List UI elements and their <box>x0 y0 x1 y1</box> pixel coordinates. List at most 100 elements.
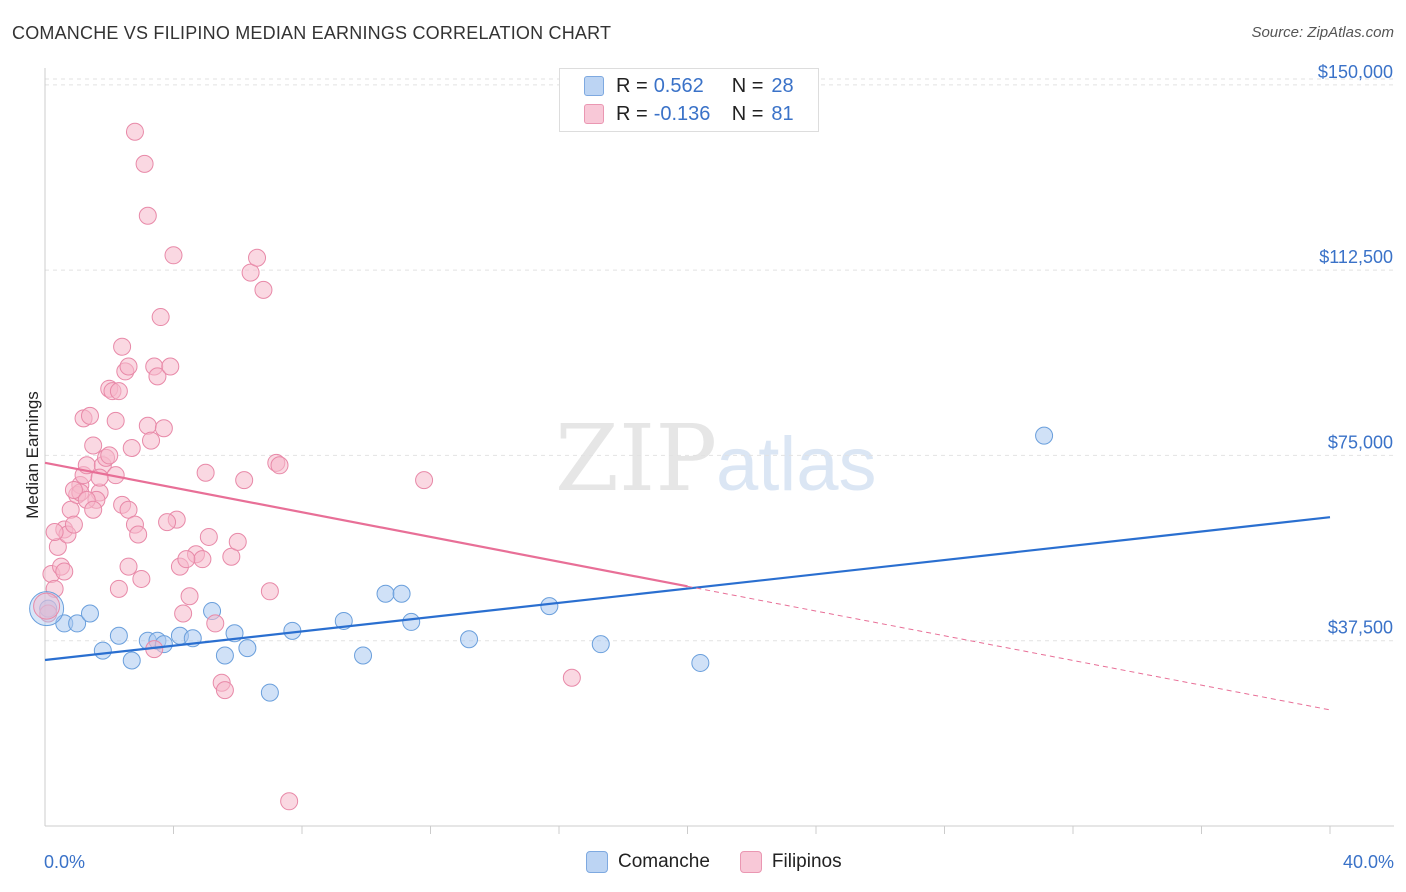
correlation-legend: R = 0.562 N = 28 R = -0.136 N = 81 <box>559 68 819 132</box>
y-tick-label: $150,000 <box>1318 62 1393 82</box>
legend-n-label: N = <box>731 74 764 97</box>
filipino-point <box>100 446 119 465</box>
filipino-point <box>158 513 177 532</box>
filipino-point <box>174 604 193 623</box>
series-label-comanche: Comanche <box>618 851 710 872</box>
x-axis-min-label: 0.0% <box>44 852 86 872</box>
y-tick-label: $37,500 <box>1328 618 1393 638</box>
watermark-atlas: atlas <box>716 422 877 507</box>
filipino-point <box>206 614 225 633</box>
filipino-point <box>119 357 138 376</box>
filipino-point <box>84 500 103 519</box>
comanche-point <box>93 641 112 660</box>
filipino-point <box>64 481 83 499</box>
series-label-filipinos: Filipinos <box>771 851 842 872</box>
comanche-point <box>29 591 65 627</box>
series-legend-comanche: Comanche <box>586 851 710 873</box>
filipino-point <box>45 523 64 541</box>
comanche-point <box>591 635 610 654</box>
filipino-point <box>138 206 157 225</box>
comanche-point <box>354 646 373 665</box>
comanche-point <box>460 630 479 649</box>
legend-row-filipinos: R = -0.136 N = 81 <box>584 101 794 127</box>
filipino-point <box>248 248 267 267</box>
filipino-point <box>161 357 180 376</box>
filipino-point <box>109 579 128 598</box>
filipino-point <box>199 527 218 546</box>
filipino-point <box>55 562 74 581</box>
filipino-point <box>125 122 144 141</box>
filipino-point <box>228 532 247 551</box>
y-axis-title-wrap: Median Earnings <box>6 380 46 530</box>
comanche-point <box>260 683 279 702</box>
filipino-point <box>113 337 132 356</box>
legend-n-value: 81 <box>771 102 794 125</box>
filipino-trend-line <box>44 461 688 588</box>
comanche-point <box>80 604 99 623</box>
filipino-point <box>80 406 99 425</box>
legend-r-label: R = <box>616 74 648 97</box>
filipino-point <box>132 569 151 588</box>
filipino-trend-line-projection <box>687 585 1331 711</box>
filipino-point <box>235 471 254 490</box>
comanche-point <box>215 646 234 665</box>
filipino-point <box>260 582 279 601</box>
legend-n-value: 28 <box>771 74 794 97</box>
filipino-point <box>138 416 157 435</box>
comanche-point <box>109 626 128 645</box>
comanche-point <box>1035 426 1054 445</box>
legend-n-label: N = <box>731 102 764 125</box>
series-legend: Comanche Filipinos <box>586 851 872 873</box>
legend-r-value: 0.562 <box>653 74 704 97</box>
watermark-zip: ZIP <box>555 405 717 512</box>
filipino-point <box>33 592 61 620</box>
filipino-point <box>215 681 234 700</box>
chart-title: COMANCHE VS FILIPINO MEDIAN EARNINGS COR… <box>12 23 612 43</box>
legend-r-value: -0.136 <box>653 102 711 125</box>
comanche-trend-line <box>44 516 1331 662</box>
filipino-point <box>64 515 83 534</box>
comanche-point <box>691 653 710 672</box>
comanche-point <box>334 611 353 630</box>
comanche-point <box>392 584 411 603</box>
filipino-point <box>119 557 138 576</box>
filipino-point <box>84 436 103 455</box>
filipino-point <box>180 587 199 606</box>
filipino-point <box>241 263 260 282</box>
source-label: Source: ZipAtlas.com <box>1251 24 1394 41</box>
comanche-point <box>122 651 141 670</box>
filipino-point <box>119 500 138 519</box>
filipino-point <box>142 431 161 450</box>
filipino-point <box>415 471 434 490</box>
comanche-point <box>376 584 395 603</box>
comanche-point <box>238 639 257 658</box>
legend-row-comanche: R = 0.562 N = 28 <box>584 73 794 99</box>
comanche-point <box>540 597 559 616</box>
legend-swatch-filipinos <box>584 104 604 124</box>
legend-swatch-comanche <box>584 76 604 96</box>
filipino-point <box>254 280 273 299</box>
filipino-point <box>280 792 299 811</box>
filipino-point <box>135 154 154 173</box>
y-tick-label: $112,500 <box>1319 247 1393 267</box>
filipino-point <box>106 411 125 430</box>
comanche-point <box>402 612 421 631</box>
filipino-point <box>222 547 241 566</box>
filipino-point <box>148 367 167 386</box>
filipino-point <box>177 550 196 569</box>
series-legend-filipinos: Filipinos <box>739 851 842 873</box>
filipino-point <box>129 525 148 544</box>
filipino-point <box>151 308 170 327</box>
filipino-point <box>109 382 128 401</box>
y-axis-title: Median Earnings <box>23 391 42 519</box>
series-swatch-comanche <box>586 851 608 873</box>
filipino-point <box>164 246 183 265</box>
x-axis-max-label: 40.0% <box>1342 852 1394 872</box>
comanche-point <box>68 614 87 633</box>
filipino-point <box>193 550 212 569</box>
series-swatch-filipinos <box>739 851 762 873</box>
filipino-point <box>154 419 173 438</box>
legend-r-label: R = <box>616 102 648 125</box>
filipino-point <box>196 463 215 482</box>
